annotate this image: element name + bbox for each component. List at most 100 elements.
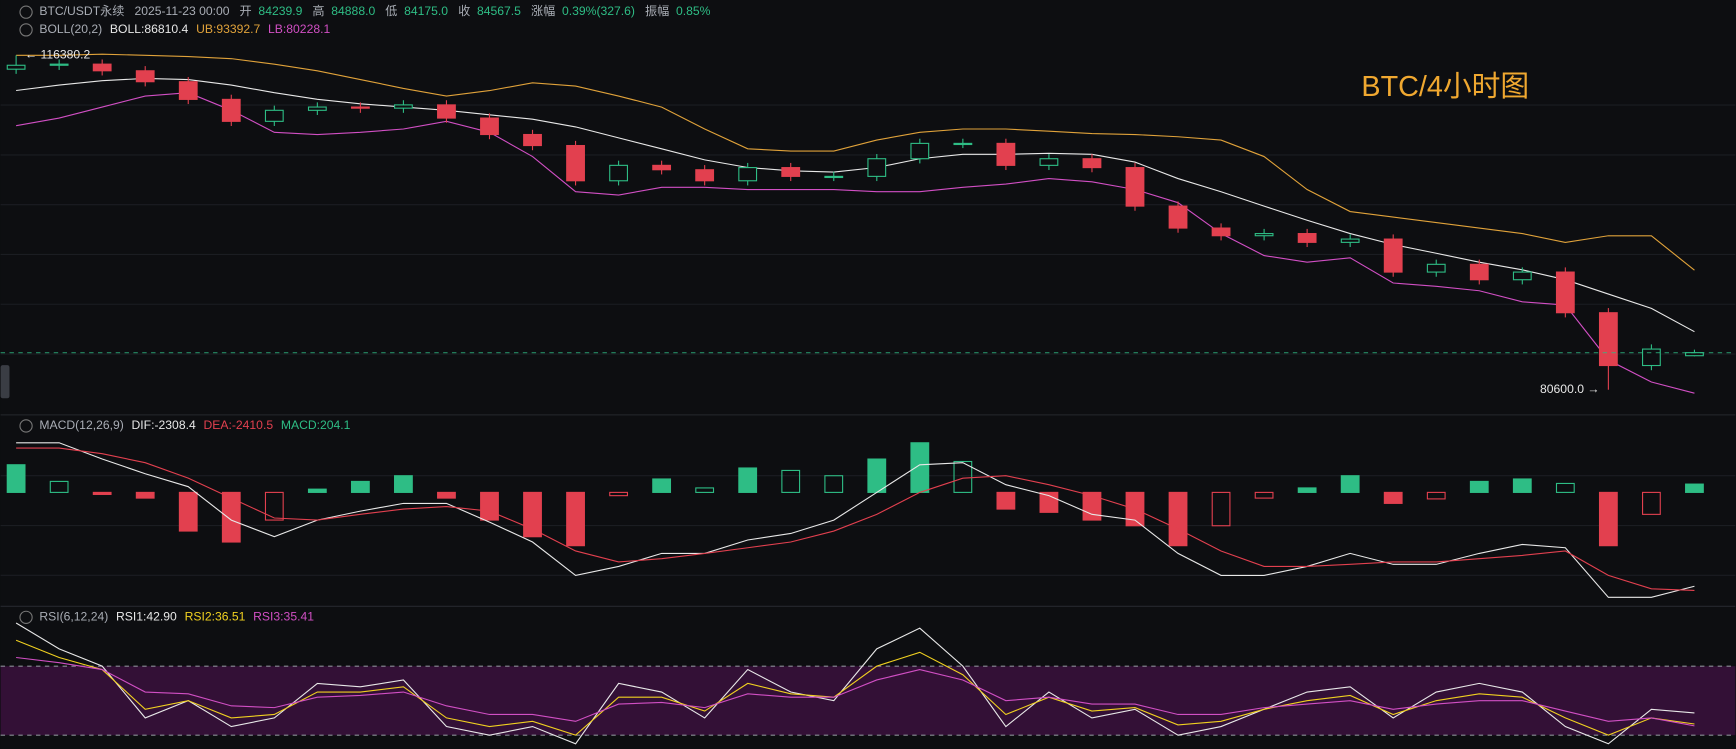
- indicator-line: [16, 656, 1695, 727]
- legend-entry: RSI1:42.90: [116, 610, 177, 624]
- candle-body: [1383, 238, 1403, 273]
- open-label: 开: [240, 4, 252, 18]
- indicator-line: [16, 447, 1695, 592]
- level-band: [0, 666, 1736, 736]
- indicator-name: MACD(12,26,9): [39, 418, 123, 432]
- macd-bar: [135, 491, 155, 499]
- candle-body: [781, 167, 801, 177]
- legend-entry: DIF:-2308.4: [132, 418, 196, 432]
- macd-bar: [178, 491, 198, 532]
- macd-bar: [695, 487, 715, 493]
- macd-bar: [1685, 483, 1704, 493]
- indicator-name: BOLL(20,2): [39, 22, 102, 36]
- symbol: BTC/USDT永续: [39, 4, 124, 18]
- indicator-line: [16, 442, 1695, 598]
- candle-body: [49, 63, 69, 66]
- collapse-icon[interactable]: [19, 610, 33, 624]
- open-value: 84239.9: [258, 4, 302, 18]
- legend-entry: BOLL:86810.4: [110, 22, 189, 36]
- amplitude-label: 振幅: [645, 3, 669, 18]
- candle-body: [1469, 263, 1489, 281]
- macd-pane: [6, 442, 1704, 598]
- candle-body: [1211, 227, 1231, 237]
- candle-body: [1125, 167, 1145, 207]
- macd-bar: [1383, 491, 1403, 504]
- high-value: 84888.0: [331, 4, 375, 18]
- legend: BOLL(20,2) BOLL:86810.4 UB:93392.7 LB:80228…: [39, 22, 330, 36]
- macd-bar: [652, 478, 672, 493]
- candle-body: [92, 63, 112, 72]
- candle-body: [394, 104, 413, 109]
- legend: RSI(6,12,24) RSI1:42.90 RSI2:36.51 RSI3:35.…: [39, 610, 314, 624]
- macd-bar: [350, 480, 370, 493]
- candle-body: [1642, 348, 1661, 367]
- change-label: 涨幅: [531, 3, 555, 18]
- macd-bar: [92, 491, 112, 495]
- candle-body: [221, 98, 241, 122]
- candle-body: [480, 117, 499, 136]
- side-handle[interactable]: [0, 365, 10, 399]
- candle-body: [1039, 158, 1059, 166]
- collapse-icon[interactable]: [19, 419, 33, 433]
- indicator-line: [15, 622, 1695, 745]
- macd-bar: [1598, 491, 1618, 547]
- indicator-line: [16, 92, 1695, 394]
- header-info: BTC/USDT永续 2025-11-23 00:00 开 84239.9 高 …: [39, 3, 710, 18]
- macd-bar: [1555, 482, 1575, 493]
- time: 2025-11-23 00:00: [134, 4, 229, 18]
- candle-body: [1512, 271, 1532, 281]
- macd-bar: [738, 467, 758, 493]
- amplitude-value: 0.85%: [676, 4, 711, 18]
- macd-bar: [1168, 491, 1188, 547]
- macd-bar: [480, 491, 499, 521]
- high-label: 高: [312, 3, 324, 18]
- macd-bar: [1512, 478, 1532, 493]
- macd-bar: [221, 491, 241, 543]
- candle-body: [523, 133, 542, 147]
- macd-bar: [824, 475, 844, 493]
- grid: [0, 104, 1736, 607]
- macd-bar: [1469, 480, 1489, 493]
- rsi-pane: [0, 622, 1736, 745]
- low-value: 84175.0: [404, 4, 448, 18]
- macd-bar: [394, 475, 413, 493]
- candle-body: [1426, 263, 1446, 273]
- indicator-name: RSI(6,12,24): [39, 610, 108, 624]
- max-annotation: ← 116380.2: [25, 48, 91, 62]
- price-pane: ← 116380.2 80600.0 →: [0, 48, 1736, 396]
- close-value: 84567.5: [477, 4, 521, 18]
- indicator-line: [16, 53, 1695, 271]
- macd-bar: [996, 491, 1016, 510]
- macd-bar: [910, 442, 930, 493]
- candle-body: [178, 81, 198, 100]
- candle-body: [1168, 205, 1188, 229]
- candle-body: [1555, 271, 1575, 314]
- candle-body: [135, 70, 155, 83]
- macd-bar: [609, 491, 628, 497]
- macd-bar: [1340, 475, 1360, 493]
- candle-body: [566, 144, 585, 182]
- legend-entry: RSI3:35.41: [253, 610, 314, 624]
- legend-entry: DEA:-2410.5: [203, 418, 273, 432]
- candle-body: [652, 164, 672, 171]
- collapse-icon[interactable]: [19, 5, 33, 19]
- macd-bar: [953, 460, 973, 493]
- low-label: 低: [385, 4, 397, 18]
- macd-bar: [1297, 487, 1317, 493]
- min-annotation: 80600.0 →: [1540, 382, 1599, 396]
- candle-body: [738, 167, 758, 182]
- indicator-line: [15, 639, 1695, 736]
- candle-body: [1340, 238, 1360, 243]
- macd-bar: [867, 458, 887, 493]
- candle-body: [695, 169, 715, 182]
- candle-body: [953, 142, 973, 146]
- candle-body: [867, 158, 887, 177]
- candle-body: [1254, 233, 1274, 237]
- legend-entry: RSI2:36.51: [185, 610, 246, 624]
- macd-bar: [1426, 491, 1446, 500]
- collapse-icon[interactable]: [19, 23, 33, 37]
- macd-bar: [1082, 491, 1102, 521]
- macd-bar: [781, 469, 801, 493]
